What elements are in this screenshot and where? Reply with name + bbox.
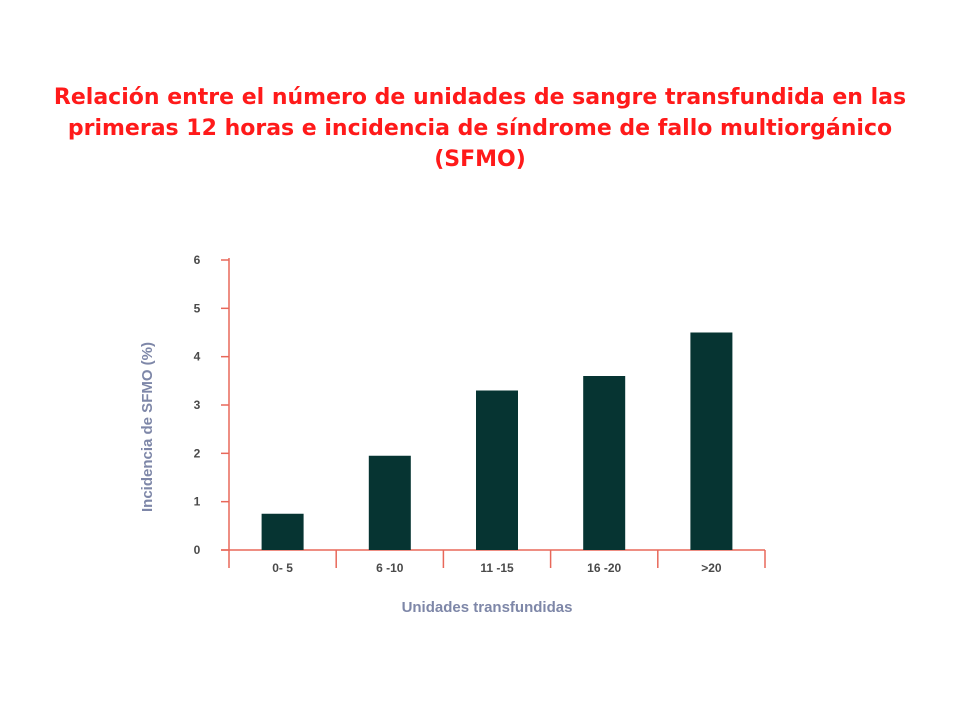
y-tick-label: 6 [194, 253, 201, 267]
x-axis-title: Unidades transfundidas [402, 599, 573, 616]
bar [583, 376, 626, 550]
slide-title: Relación entre el número de unidades de … [53, 85, 907, 172]
bar [690, 332, 733, 550]
bar [476, 390, 518, 550]
x-tick-label: >20 [701, 561, 722, 575]
x-tick-label: 11 -15 [480, 561, 514, 575]
y-tick-label: 5 [194, 301, 201, 315]
y-tick-label: 4 [194, 350, 201, 364]
y-axis-title: Incidencia de SFMO (%) [139, 342, 156, 512]
y-tick-label: 1 [194, 495, 201, 509]
x-tick-label: 0- 5 [272, 561, 293, 575]
y-tick-label: 0 [194, 543, 201, 557]
bar [261, 513, 304, 550]
x-tick-label: 6 -10 [376, 561, 404, 575]
x-tick-label: 16 -20 [587, 561, 621, 575]
y-tick-label: 3 [194, 398, 201, 412]
y-tick-label: 2 [194, 446, 201, 460]
bar [368, 455, 411, 550]
